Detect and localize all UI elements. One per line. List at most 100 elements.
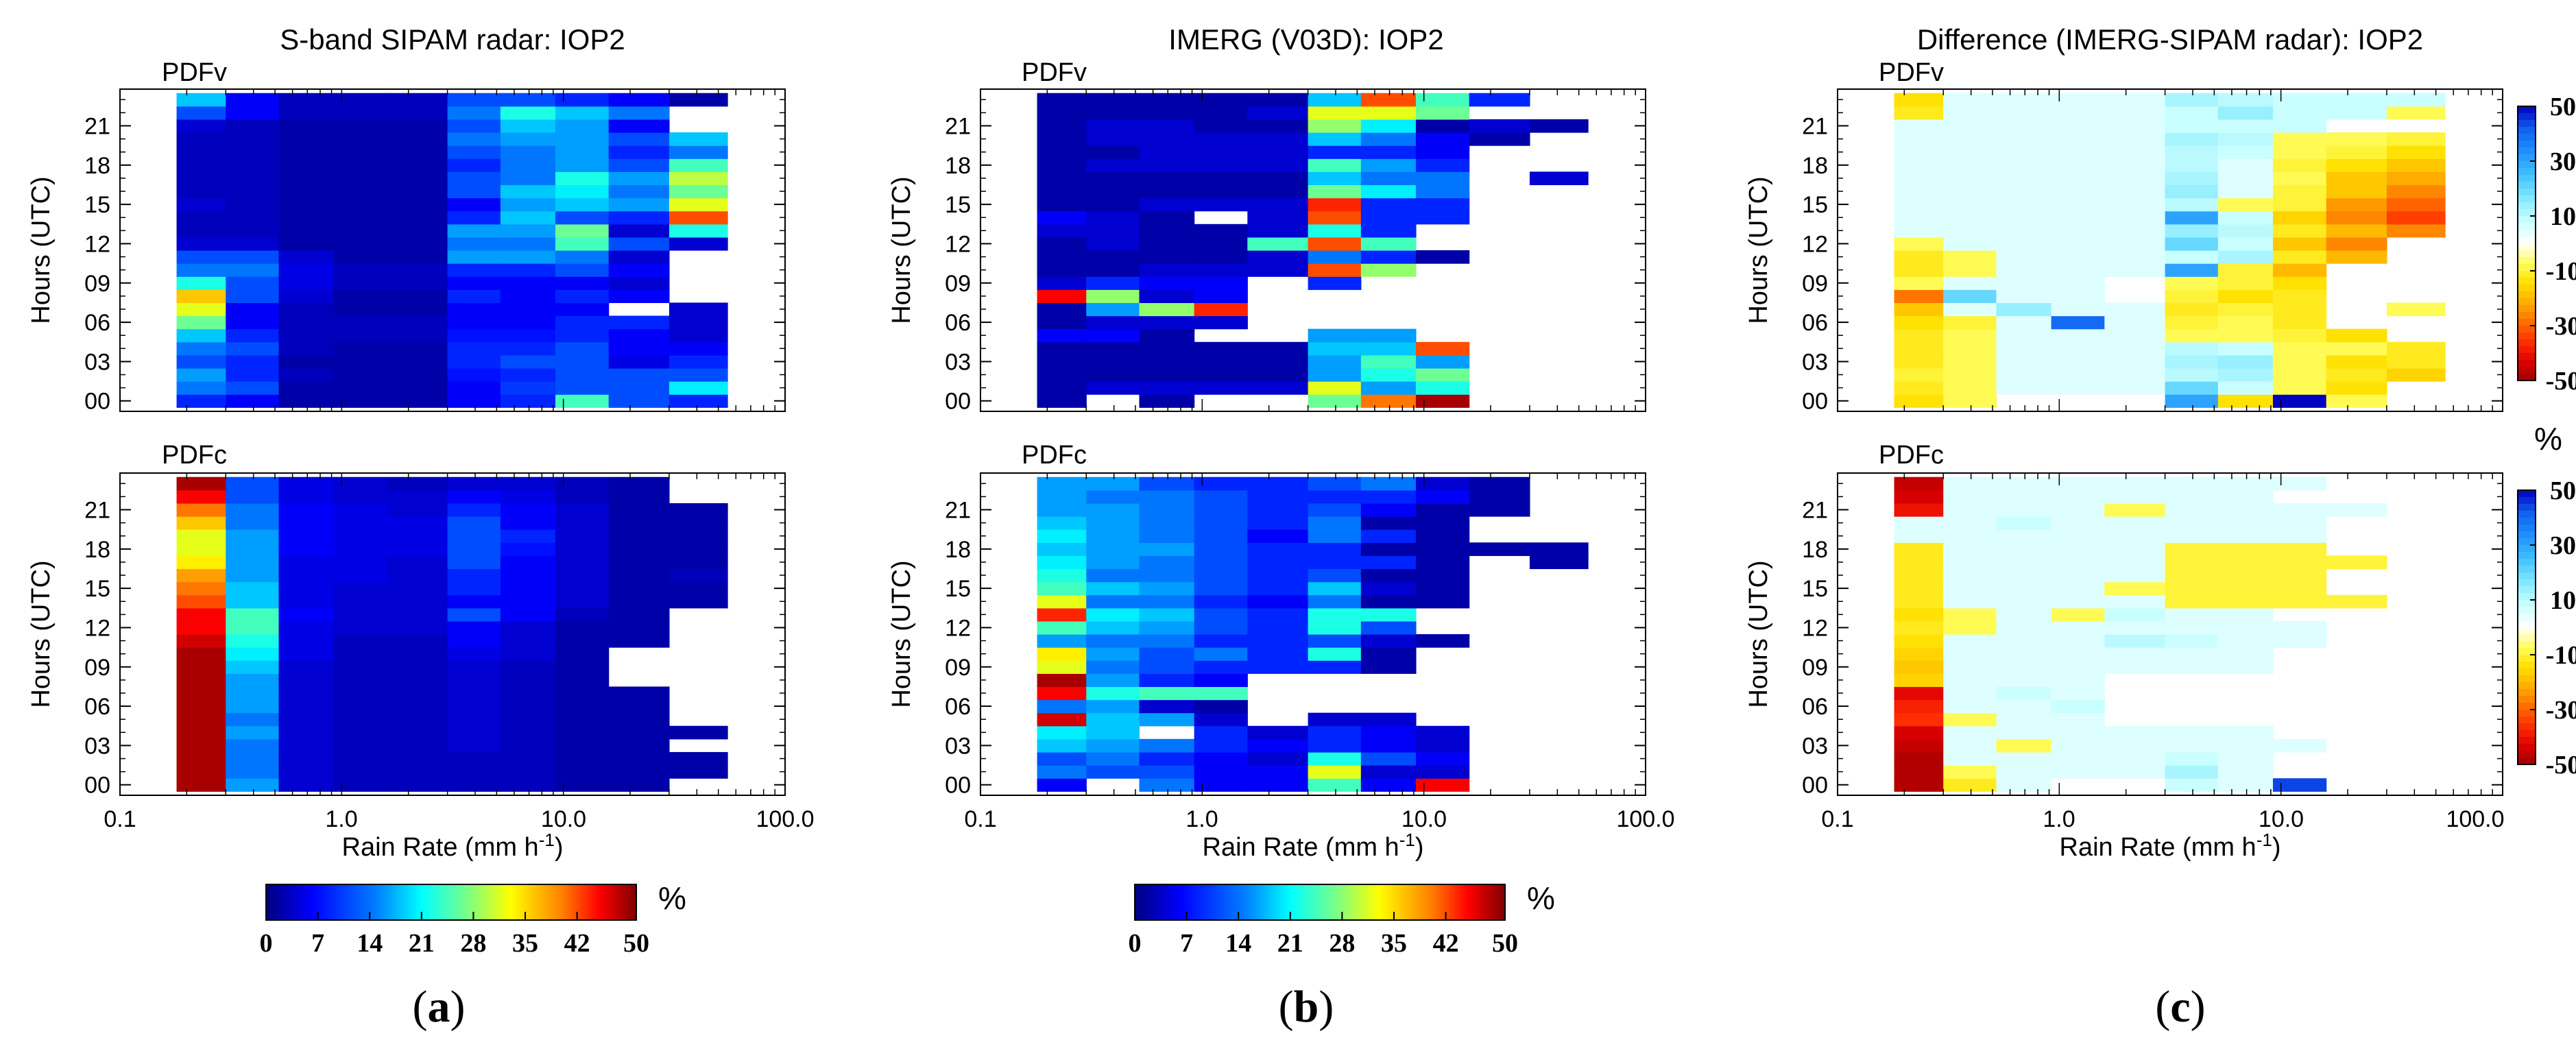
heatmap-cell (1360, 660, 1417, 674)
heatmap-cell (176, 686, 226, 701)
heatmap-cell (2165, 132, 2219, 146)
heatmap-cell (1194, 171, 1248, 186)
heatmap-cell (333, 647, 387, 661)
heatmap-cell (608, 184, 670, 199)
heatmap-cell (2217, 503, 2274, 517)
heatmap-cell (176, 725, 226, 740)
heatmap-cell (1308, 237, 1362, 251)
heatmap-cell (2051, 620, 2105, 635)
heatmap-cell (447, 158, 501, 172)
heatmap-cell (500, 132, 556, 146)
heatmap-cell (176, 171, 226, 186)
heatmap-cell (1360, 620, 1417, 635)
heatmap-cell (2051, 354, 2105, 369)
heatmap-cell (608, 490, 670, 504)
heatmap-cell (2272, 132, 2327, 146)
heatmap-cell (1037, 686, 1087, 701)
colorbar-tick-label: 42 (564, 929, 590, 958)
chart-a-pdfv-plot: 00 03 06 09 12 15 18 21 (84, 88, 786, 415)
y-tick-label: 21 (945, 114, 971, 140)
heatmap-cell (608, 765, 670, 779)
heatmap-cell (2386, 341, 2446, 356)
heatmap-cell (500, 594, 556, 609)
heatmap-cell (226, 250, 280, 264)
heatmap-cell (1247, 381, 1309, 395)
heatmap-cell (1996, 751, 2052, 766)
heatmap-cell (500, 93, 556, 107)
heatmap-cell (2104, 106, 2166, 120)
colorbar-tick-label: 50 (623, 929, 649, 958)
chart-c-title: Difference (IMERG-SIPAM radar): IOP2 (1917, 23, 2423, 56)
heatmap-cell (447, 197, 501, 212)
heatmap-cell (555, 673, 610, 688)
heatmap-cell (1996, 673, 2052, 688)
heatmap-cell (555, 354, 610, 369)
chart-a-colorbar-ticks: 0 7 14 21 28 35 42 50 (260, 912, 649, 958)
heatmap-cell (2386, 210, 2446, 225)
heatmap-cell (500, 263, 556, 277)
heatmap-cell (1469, 476, 1530, 491)
heatmap-cell (1139, 381, 1195, 395)
heatmap-cell (1086, 647, 1140, 661)
heatmap-cell (1247, 237, 1309, 251)
heatmap-cell (387, 673, 448, 688)
y-tick-label: 18 (1802, 153, 1828, 179)
heatmap-cell (1194, 738, 1248, 753)
heatmap-cell (226, 516, 280, 530)
heatmap-cell (500, 354, 556, 369)
chart-c-xticks: 0.1 1.0 10.0 100.0 (1821, 806, 2504, 832)
y-tick-label: 15 (84, 576, 110, 602)
heatmap-cell (1086, 765, 1140, 779)
heatmap-cell (176, 237, 226, 251)
heatmap-cell (1894, 93, 1944, 107)
heatmap-cell (1037, 263, 1087, 277)
heatmap-cell (1415, 476, 1470, 491)
heatmap-cell (1360, 354, 1417, 369)
heatmap-cell (1139, 119, 1195, 133)
heatmap-cell (669, 367, 728, 382)
chart-c-sublabel: (c) (2155, 982, 2205, 1032)
heatmap-cell (1139, 106, 1195, 120)
heatmap-cell (2051, 250, 2105, 264)
heatmap-cell (176, 620, 226, 635)
heatmap-cell (2272, 738, 2327, 753)
heatmap-cell (1139, 647, 1195, 661)
heatmap-cell (1943, 263, 1997, 277)
heatmap-cell (555, 607, 610, 622)
heatmap-cell (1415, 725, 1470, 740)
heatmap-cell (608, 315, 670, 330)
heatmap-cell (1308, 594, 1362, 609)
heatmap-cell (2272, 171, 2327, 186)
heatmap-cell (2217, 751, 2274, 766)
heatmap-cell (333, 132, 387, 146)
heatmap-cell (387, 132, 448, 146)
heatmap-cell (1308, 765, 1362, 779)
heatmap-cell (2217, 145, 2274, 159)
chart-b-pdfc-frame (980, 472, 1646, 796)
heatmap-cell (226, 620, 280, 635)
heatmap-cell (1037, 673, 1087, 688)
heatmap-cell (2051, 699, 2105, 714)
heatmap-cell (2051, 751, 2105, 766)
heatmap-cell (176, 516, 226, 530)
heatmap-cell (2051, 634, 2105, 648)
heatmap-cell (176, 315, 226, 330)
heatmap-cell (2051, 184, 2105, 199)
heatmap-cell (1943, 289, 1997, 304)
heatmap-cell (2104, 93, 2166, 107)
heatmap-cell (387, 315, 448, 330)
heatmap-cell (447, 315, 501, 330)
heatmap-cell (1415, 119, 1470, 133)
colorbar-segment (2518, 161, 2536, 169)
heatmap-cell (1996, 490, 2052, 504)
heatmap-cell (2272, 158, 2327, 172)
heatmap-cell (1086, 237, 1140, 251)
colorbar-segment (2518, 641, 2536, 649)
heatmap-cell (1996, 778, 2052, 792)
heatmap-cell (1360, 751, 1417, 766)
heatmap-cell (2165, 341, 2219, 356)
heatmap-cell (2165, 276, 2219, 290)
heatmap-cell (669, 542, 728, 556)
heatmap-cell (1415, 250, 1470, 264)
heatmap-cell (278, 594, 335, 609)
